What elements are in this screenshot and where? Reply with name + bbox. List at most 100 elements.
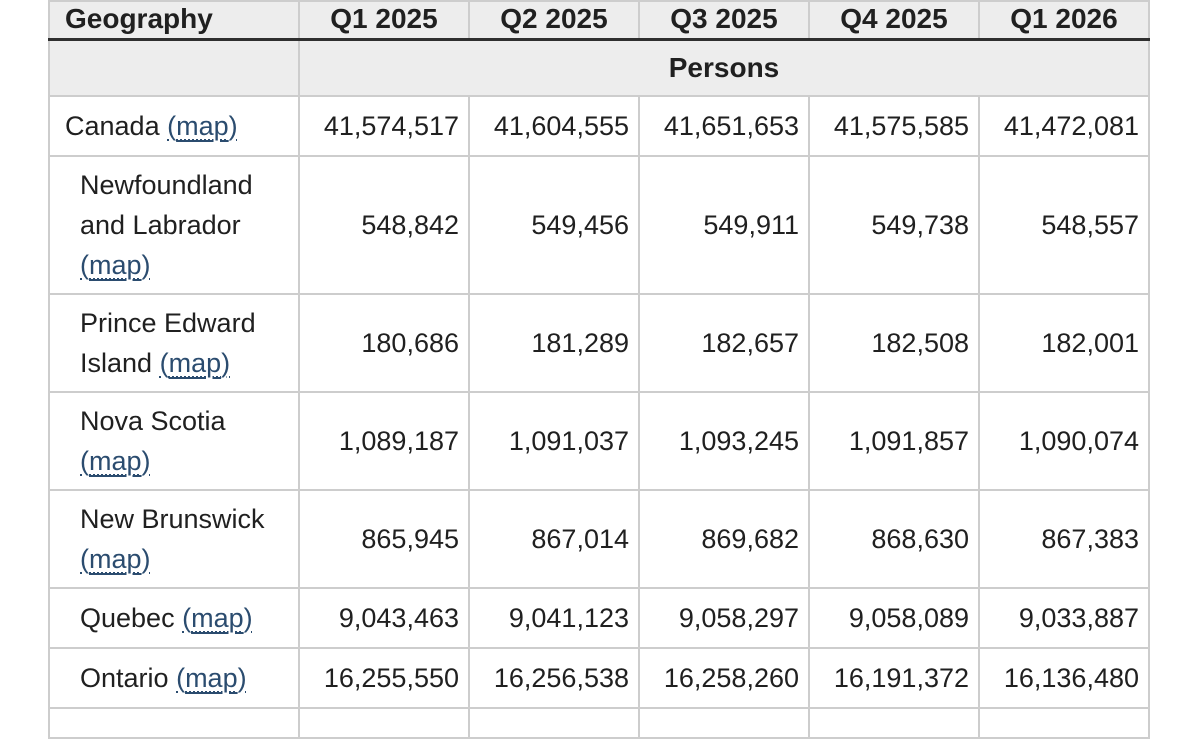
column-header-q1-2025: Q1 2025: [298, 0, 470, 41]
geography-label: Nova Scotia: [80, 405, 226, 436]
geography-cell: [48, 706, 300, 739]
value-cell: 9,058,297: [638, 586, 810, 649]
map-link-label: map: [176, 110, 229, 141]
map-link[interactable]: (map): [80, 544, 151, 574]
map-link-paren: ): [243, 602, 253, 633]
map-link-paren: (: [182, 602, 192, 633]
map-link[interactable]: (map): [160, 348, 231, 378]
map-link-paren: (: [80, 543, 89, 574]
map-link[interactable]: (map): [182, 603, 253, 633]
value-cell: 1,091,857: [808, 390, 980, 491]
map-link-paren: ): [237, 662, 247, 693]
value-cell: 865,945: [298, 488, 470, 589]
map-link-paren: (: [159, 347, 169, 378]
geography-cell: Prince Edward Island (map): [48, 292, 300, 393]
table-row-canada: Canada (map) 41,574,517 41,604,555 41,65…: [48, 94, 1150, 157]
map-link-paren: ): [141, 445, 151, 476]
value-cell: 41,472,081: [978, 94, 1150, 157]
map-link-paren: ): [228, 110, 238, 141]
map-link-label: map: [89, 249, 142, 280]
table-row-ontario: Ontario (map) 16,255,550 16,256,538 16,2…: [48, 646, 1150, 709]
value-cell: 868,630: [808, 488, 980, 589]
value-cell: 1,089,187: [298, 390, 470, 491]
map-link-paren: ): [141, 249, 151, 280]
value-cell: 1,090,074: [978, 390, 1150, 491]
value-cell: 1,091,037: [468, 390, 640, 491]
geography-label: Quebec: [80, 602, 175, 633]
map-link-paren: ): [221, 347, 231, 378]
value-cell: 869,682: [638, 488, 810, 589]
map-link-paren: (: [167, 110, 177, 141]
value-cell: 549,738: [808, 154, 980, 295]
column-header-geography: Geography: [48, 0, 300, 41]
table-row-new-brunswick: New Brunswick (map) 865,945 867,014 869,…: [48, 488, 1150, 589]
value-cell: 16,191,372: [808, 646, 980, 709]
value-cell: 182,001: [978, 292, 1150, 393]
value-cell: 9,041,123: [468, 586, 640, 649]
table-row-newfoundland-and-labrador: Newfoundland and Labrador (map) 548,842 …: [48, 154, 1150, 295]
map-link[interactable]: (map): [167, 111, 238, 141]
geography-label: Prince Edward Island: [80, 307, 256, 378]
value-cell: 548,842: [298, 154, 470, 295]
column-header-q4-2025: Q4 2025: [808, 0, 980, 41]
column-header-q2-2025: Q2 2025: [468, 0, 640, 41]
value-cell: 41,604,555: [468, 94, 640, 157]
value-cell: 867,014: [468, 488, 640, 589]
unit-row-empty-cell: [48, 38, 300, 97]
table-row-nova-scotia: Nova Scotia (map) 1,089,187 1,091,037 1,…: [48, 390, 1150, 491]
geography-label: New Brunswick: [80, 503, 265, 534]
map-link[interactable]: (map): [80, 250, 151, 280]
table-row-quebec: Quebec (map) 9,043,463 9,041,123 9,058,2…: [48, 586, 1150, 649]
unit-row: Persons: [48, 38, 1150, 97]
map-link-paren: ): [141, 543, 151, 574]
map-link-label: map: [191, 602, 244, 633]
value-cell: 41,574,517: [298, 94, 470, 157]
table-row-cropped: [48, 706, 1150, 739]
population-estimates-table: Geography Q1 2025 Q2 2025 Q3 2025 Q4 202…: [48, 0, 1150, 739]
value-cell: 16,258,260: [638, 646, 810, 709]
value-cell: [638, 706, 810, 739]
column-header-q1-2026: Q1 2026: [978, 0, 1150, 41]
map-link-label: map: [185, 662, 238, 693]
value-cell: 41,575,585: [808, 94, 980, 157]
value-cell: 9,058,089: [808, 586, 980, 649]
value-cell: 867,383: [978, 488, 1150, 589]
value-cell: [468, 706, 640, 739]
geography-cell: Quebec (map): [48, 586, 300, 649]
header-row: Geography Q1 2025 Q2 2025 Q3 2025 Q4 202…: [48, 0, 1150, 41]
unit-label: Persons: [298, 38, 1150, 97]
geography-label: Canada: [65, 110, 160, 141]
column-header-q3-2025: Q3 2025: [638, 0, 810, 41]
geography-cell: Canada (map): [48, 94, 300, 157]
table-row-prince-edward-island: Prince Edward Island (map) 180,686 181,2…: [48, 292, 1150, 393]
value-cell: 181,289: [468, 292, 640, 393]
value-cell: [808, 706, 980, 739]
geography-cell: Newfoundland and Labrador (map): [48, 154, 300, 295]
map-link-label: map: [89, 543, 142, 574]
value-cell: [978, 706, 1150, 739]
geography-cell: Nova Scotia (map): [48, 390, 300, 491]
geography-label: Newfoundland and Labrador: [80, 169, 253, 240]
map-link[interactable]: (map): [80, 446, 151, 476]
value-cell: 9,043,463: [298, 586, 470, 649]
value-cell: 548,557: [978, 154, 1150, 295]
value-cell: 182,508: [808, 292, 980, 393]
map-link-paren: (: [176, 662, 186, 693]
value-cell: 180,686: [298, 292, 470, 393]
geography-cell: New Brunswick (map): [48, 488, 300, 589]
value-cell: [298, 706, 470, 739]
map-link[interactable]: (map): [176, 663, 247, 693]
value-cell: 1,093,245: [638, 390, 810, 491]
map-link-label: map: [89, 445, 142, 476]
map-link-label: map: [168, 347, 222, 378]
value-cell: 549,911: [638, 154, 810, 295]
value-cell: 16,256,538: [468, 646, 640, 709]
value-cell: 16,136,480: [978, 646, 1150, 709]
map-link-paren: (: [80, 445, 89, 476]
geography-cell: Ontario (map): [48, 646, 300, 709]
value-cell: 182,657: [638, 292, 810, 393]
value-cell: 549,456: [468, 154, 640, 295]
map-link-paren: (: [80, 249, 89, 280]
geography-label: Ontario: [80, 662, 169, 693]
